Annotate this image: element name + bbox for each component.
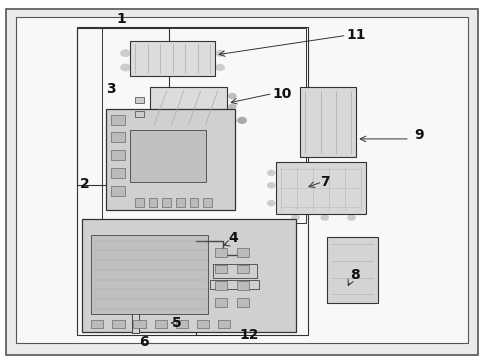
Bar bbox=[111, 114, 125, 125]
Bar bbox=[112, 320, 124, 328]
Text: 11: 11 bbox=[346, 28, 366, 42]
Bar bbox=[81, 219, 295, 332]
Bar bbox=[215, 265, 227, 274]
Bar bbox=[91, 320, 103, 328]
Bar bbox=[130, 130, 205, 182]
Circle shape bbox=[272, 281, 293, 297]
Bar bbox=[237, 298, 249, 307]
Bar bbox=[176, 198, 184, 207]
Bar bbox=[154, 320, 166, 328]
Text: 10: 10 bbox=[272, 86, 291, 100]
Circle shape bbox=[336, 293, 346, 300]
Circle shape bbox=[320, 215, 328, 220]
Circle shape bbox=[237, 117, 246, 123]
Circle shape bbox=[267, 170, 275, 176]
Bar bbox=[237, 248, 249, 257]
Circle shape bbox=[291, 215, 299, 220]
Circle shape bbox=[215, 50, 224, 57]
Bar bbox=[196, 320, 208, 328]
Text: 5: 5 bbox=[171, 316, 181, 330]
Bar bbox=[300, 87, 356, 157]
Text: 7: 7 bbox=[319, 175, 329, 189]
Circle shape bbox=[128, 307, 141, 316]
Bar bbox=[135, 198, 143, 207]
Text: 4: 4 bbox=[228, 231, 238, 245]
Circle shape bbox=[275, 248, 290, 259]
Circle shape bbox=[311, 180, 320, 186]
Circle shape bbox=[309, 146, 319, 153]
Bar bbox=[175, 320, 187, 328]
Bar bbox=[237, 265, 249, 274]
Circle shape bbox=[267, 201, 275, 206]
Circle shape bbox=[336, 243, 346, 249]
Bar bbox=[215, 248, 227, 257]
Bar bbox=[212, 264, 256, 278]
Circle shape bbox=[215, 64, 224, 71]
Bar bbox=[130, 41, 215, 76]
Circle shape bbox=[113, 128, 128, 139]
Bar bbox=[215, 298, 227, 307]
Bar bbox=[210, 280, 259, 289]
Bar bbox=[237, 281, 249, 290]
Circle shape bbox=[347, 215, 355, 220]
Bar bbox=[189, 198, 198, 207]
Bar bbox=[106, 109, 234, 210]
Bar bbox=[326, 237, 377, 303]
Bar bbox=[276, 162, 366, 214]
Bar bbox=[131, 312, 139, 333]
Bar bbox=[135, 97, 143, 103]
Bar bbox=[111, 186, 125, 196]
Bar bbox=[217, 320, 229, 328]
Bar bbox=[77, 27, 307, 336]
Circle shape bbox=[116, 152, 125, 158]
Bar bbox=[91, 235, 207, 314]
Circle shape bbox=[267, 183, 275, 188]
Bar bbox=[148, 198, 157, 207]
Text: 9: 9 bbox=[414, 129, 424, 142]
Circle shape bbox=[120, 64, 130, 71]
Bar bbox=[162, 198, 171, 207]
Circle shape bbox=[159, 321, 164, 325]
Circle shape bbox=[228, 104, 236, 110]
Circle shape bbox=[154, 317, 169, 329]
Circle shape bbox=[228, 118, 236, 124]
Bar bbox=[77, 28, 169, 185]
Bar bbox=[215, 281, 227, 290]
Circle shape bbox=[309, 93, 319, 100]
Bar bbox=[203, 198, 211, 207]
Bar bbox=[111, 168, 125, 178]
Circle shape bbox=[120, 50, 130, 57]
Bar bbox=[111, 150, 125, 160]
Bar bbox=[135, 111, 143, 117]
Bar bbox=[102, 28, 305, 223]
Text: 12: 12 bbox=[239, 328, 259, 342]
Text: 8: 8 bbox=[350, 268, 360, 282]
Bar bbox=[111, 132, 125, 143]
Text: 3: 3 bbox=[106, 82, 115, 96]
Text: 1: 1 bbox=[116, 12, 126, 26]
Text: 2: 2 bbox=[80, 177, 90, 191]
Bar bbox=[133, 320, 145, 328]
Text: 6: 6 bbox=[139, 334, 148, 348]
Bar bbox=[149, 87, 227, 128]
Circle shape bbox=[228, 93, 236, 99]
